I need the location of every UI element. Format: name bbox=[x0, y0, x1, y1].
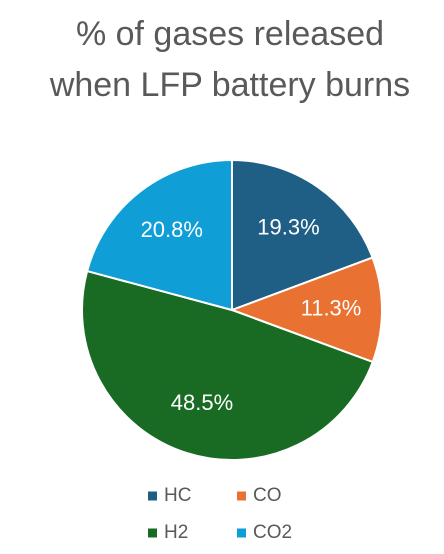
legend-label: H2 bbox=[164, 522, 188, 543]
legend-label: CO bbox=[253, 485, 282, 506]
data-label: 11.3% bbox=[301, 296, 362, 321]
pie-slice bbox=[229, 256, 383, 364]
chart-title: % of gases released bbox=[76, 15, 384, 53]
legend-swatch bbox=[148, 528, 157, 538]
legend-label: HC bbox=[164, 485, 191, 506]
legend-swatch bbox=[237, 491, 246, 501]
data-label: 19.3% bbox=[257, 214, 319, 239]
chart-title: when LFP battery burns bbox=[49, 66, 410, 104]
pie-slice bbox=[81, 269, 374, 461]
legend-swatch bbox=[237, 528, 246, 538]
legend-swatch bbox=[148, 491, 157, 501]
legend-label: CO2 bbox=[253, 522, 292, 543]
pie-slice bbox=[231, 158, 374, 312]
pie-slice bbox=[85, 158, 233, 312]
data-label: 20.8% bbox=[141, 217, 203, 242]
data-label: 48.5% bbox=[171, 390, 233, 415]
